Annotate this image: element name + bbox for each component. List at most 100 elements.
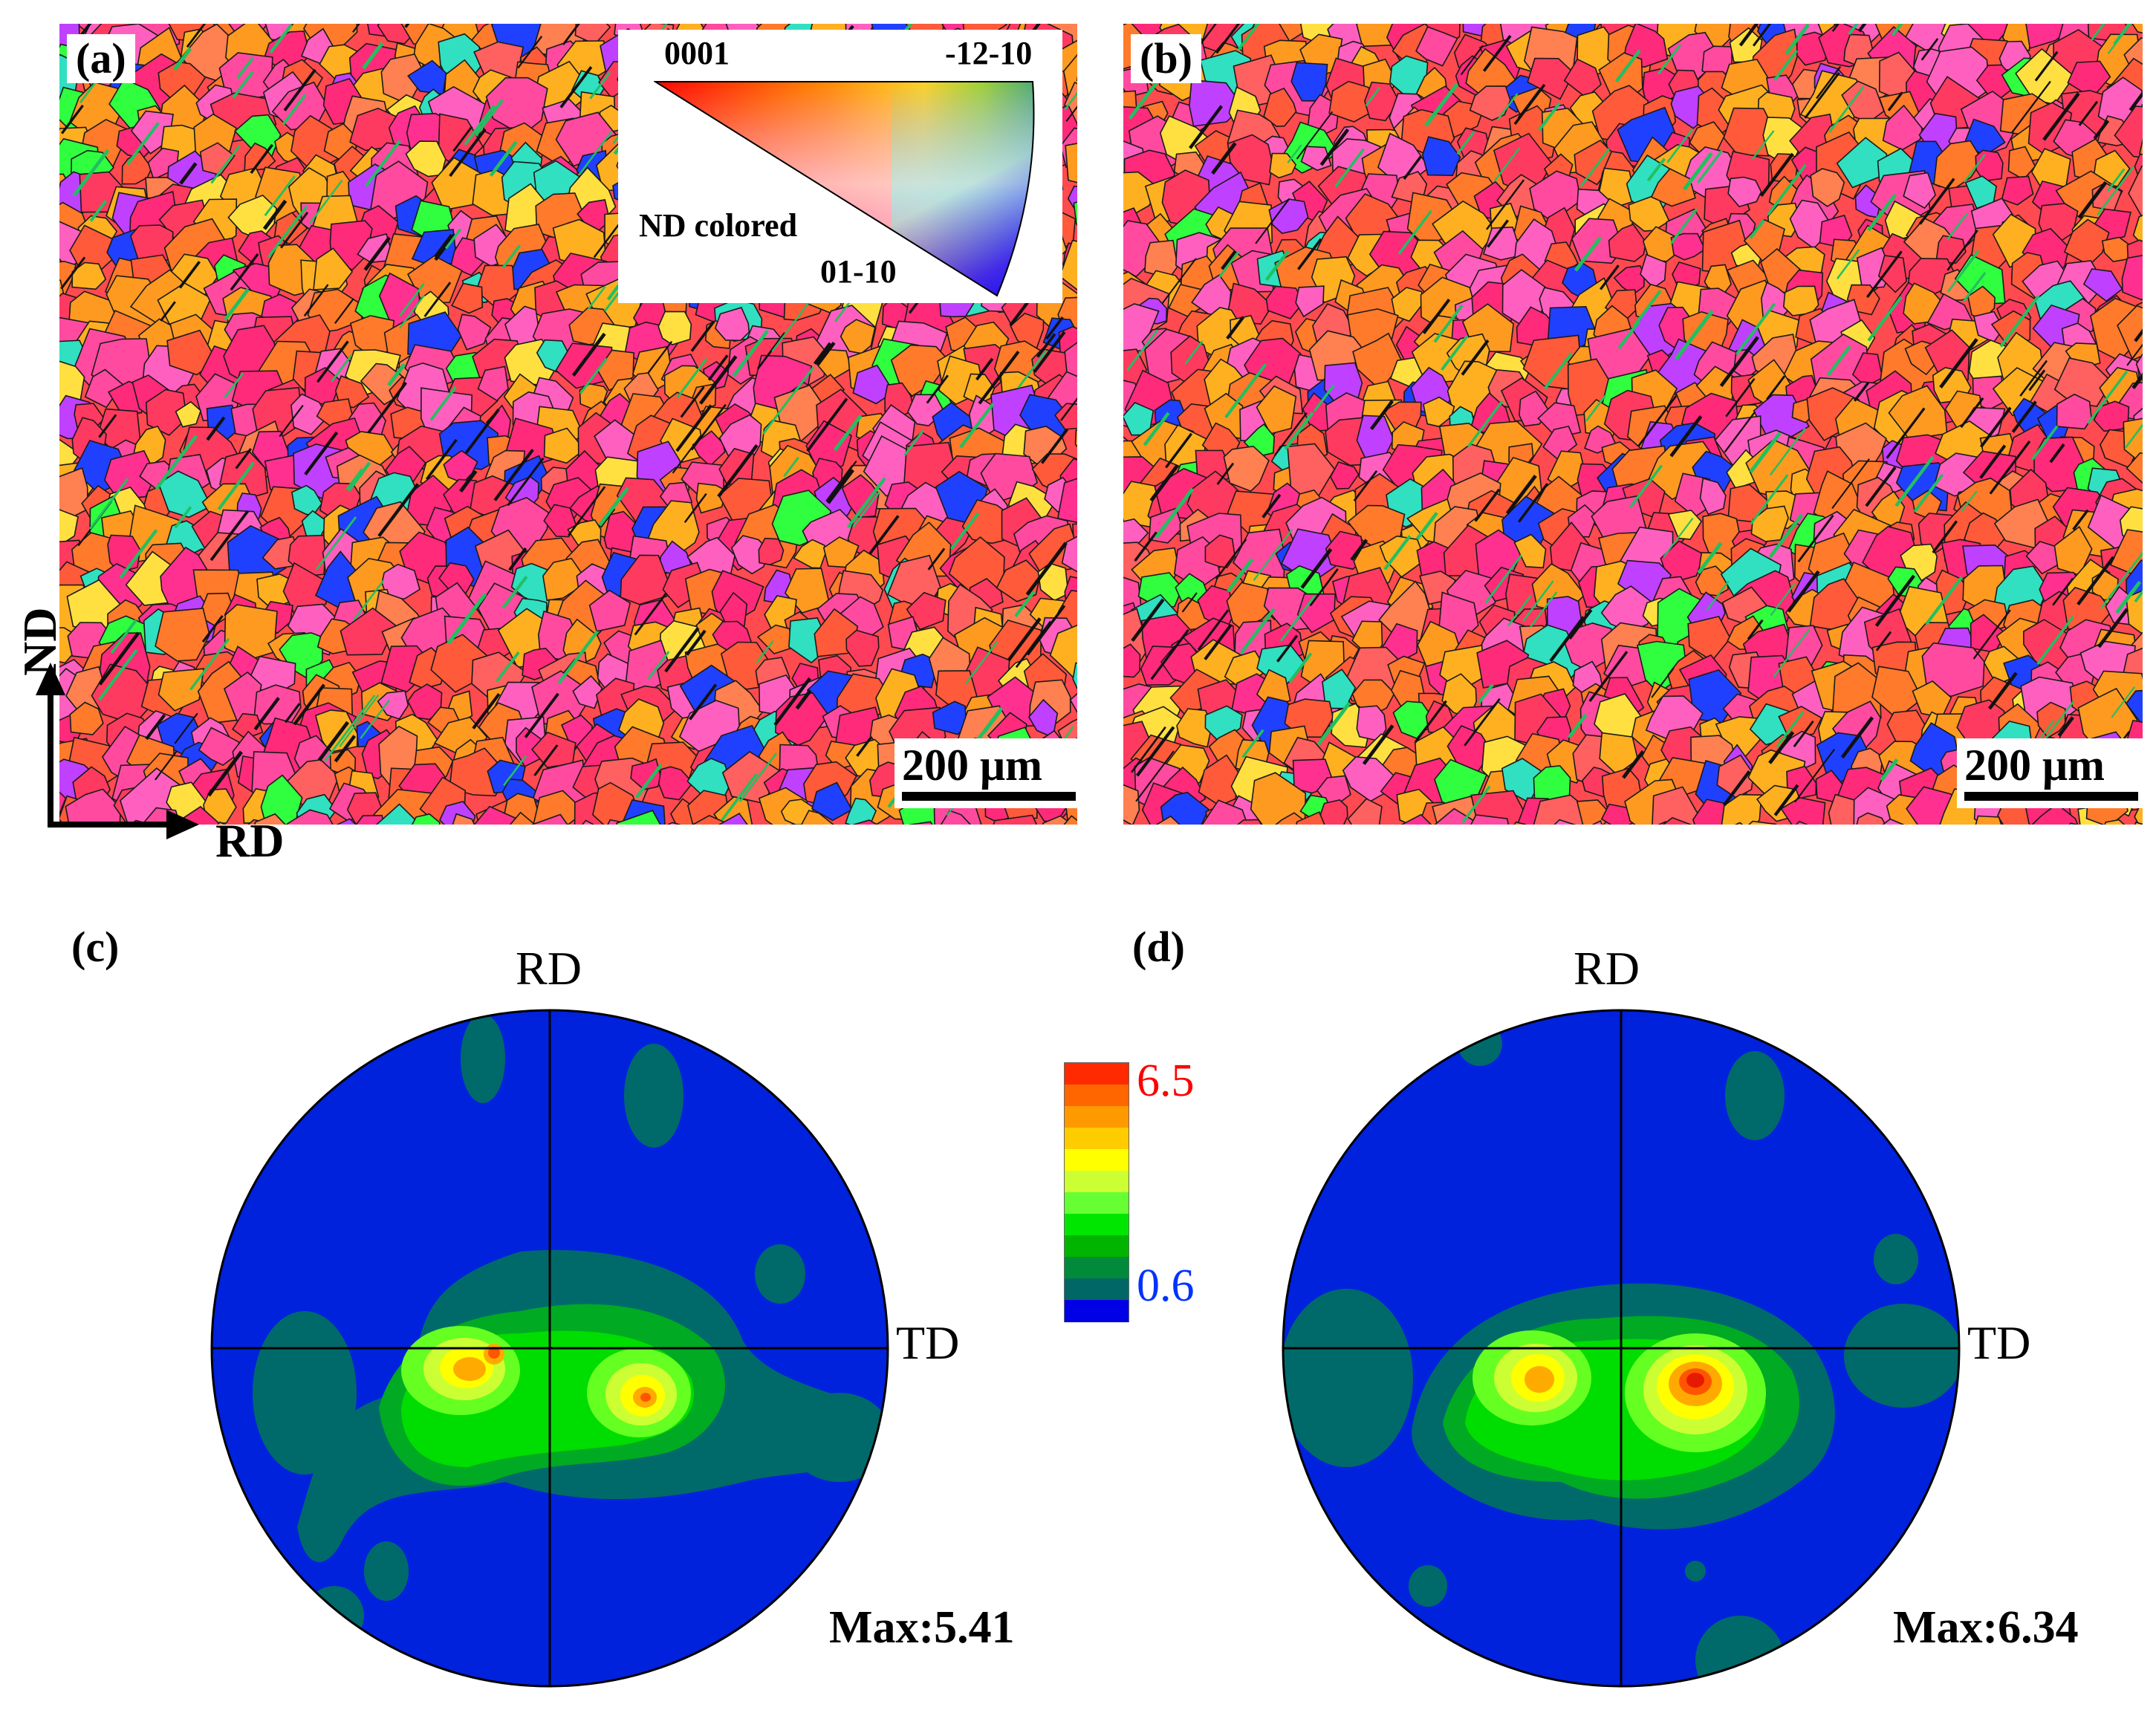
twin-lamella (2134, 328, 2143, 342)
grain (2082, 268, 2123, 302)
twin-lamella (110, 619, 137, 654)
twin-lamella (1155, 487, 1195, 539)
twin-lamella (2019, 360, 2048, 397)
twin-lamella (155, 750, 178, 781)
twin-lamella (1670, 208, 1698, 244)
twin-lamella (444, 228, 462, 250)
grain (175, 400, 202, 428)
grain (407, 59, 447, 95)
grain (1189, 79, 1244, 127)
twin-lamella (201, 614, 224, 643)
twin-lamella (2030, 425, 2059, 461)
twin-lamella (1493, 147, 1521, 182)
grain (1670, 233, 1706, 261)
twin-lamella (1874, 574, 1916, 627)
twin-lamella (1793, 720, 1814, 747)
twin-lamella (698, 355, 738, 405)
grain (313, 247, 354, 290)
twin-lamella (447, 593, 487, 645)
grain (906, 591, 947, 631)
grain (1734, 822, 1744, 825)
twin-lamella (269, 24, 293, 54)
twin-lamella (1657, 44, 1682, 75)
grain (1074, 429, 1077, 448)
twin-lamella (353, 579, 385, 621)
twin-lamella (1369, 400, 1394, 430)
twin-lamella (1568, 608, 1593, 640)
twin-lamella (1181, 592, 1198, 613)
twin-lamella (1797, 514, 1834, 563)
twin-lamella (1241, 729, 1264, 758)
twin-lamella (1414, 700, 1447, 744)
colorbar-level (1065, 1235, 1129, 1258)
grain (1527, 57, 1575, 100)
twin-lamella (1383, 535, 1412, 570)
twin-lamella (172, 47, 192, 71)
grain (1513, 533, 1547, 569)
twin-lamella (293, 683, 325, 726)
twin-lamella (507, 457, 545, 507)
twin-lamella (1629, 464, 1663, 509)
grain (530, 813, 568, 825)
twin-lamella (1747, 619, 1764, 640)
grain (1604, 289, 1638, 323)
twin-lamella (2113, 24, 2131, 45)
grain (1226, 582, 1271, 630)
grain (355, 814, 386, 825)
twin-lamella (1831, 24, 1840, 32)
twin-lamella (1749, 432, 1782, 474)
twin-lamella (1946, 212, 1968, 241)
twin-lamella (1663, 517, 1694, 558)
twin-lamella (1033, 331, 1066, 373)
grain (203, 788, 237, 824)
grain (224, 604, 278, 660)
grain (1854, 184, 1881, 218)
twin-lamella (868, 515, 900, 555)
twin-lamella (1826, 345, 1851, 377)
twin-lamella (1848, 24, 1859, 36)
twin-lamella (1486, 179, 1525, 230)
twin-lamella (279, 405, 304, 438)
twin-lamella (207, 750, 243, 797)
twin-lamella (634, 593, 667, 636)
grain (1667, 510, 1703, 540)
twin-lamella (1065, 105, 1077, 123)
grain (1699, 477, 1727, 516)
twin-lamella (160, 301, 176, 322)
grain (1042, 815, 1074, 825)
twin-lamella (89, 200, 108, 222)
grain (254, 813, 287, 825)
grain (232, 712, 264, 740)
grain (1441, 673, 1478, 719)
twin-lamella (593, 220, 623, 259)
grain (1223, 445, 1270, 492)
twin-lamella (267, 205, 308, 259)
twin-lamella (634, 763, 663, 799)
twin-lamella (1750, 474, 1789, 525)
twin-lamella (352, 24, 360, 33)
twin-lamella (308, 179, 343, 224)
grain (1650, 168, 1696, 207)
twin-lamella (1853, 382, 1870, 402)
twin-lamella (684, 492, 707, 523)
twin-lamella (1284, 412, 1314, 450)
rd-axis-label: RD (215, 814, 285, 867)
grain (290, 393, 328, 435)
twin-lamella (1017, 349, 1048, 389)
twin-lamella (1722, 770, 1751, 807)
twin-lamella (1461, 339, 1490, 376)
scale-bar-line-b (1964, 792, 2138, 801)
twin-lamella (1773, 628, 1811, 677)
twin-lamella (1752, 24, 1772, 47)
twin-lamella (1441, 335, 1469, 371)
grain (1204, 705, 1243, 744)
twin-lamella (1735, 302, 1776, 356)
twin-lamella (1060, 397, 1077, 421)
ipf-legend-top-left: 0001 (664, 35, 730, 71)
grain (71, 261, 107, 290)
twin-lamella (1026, 605, 1066, 656)
twin-lamella (1045, 316, 1064, 340)
twin-lamella (88, 478, 129, 530)
twin-lamella (126, 122, 160, 166)
grain (1347, 798, 1383, 825)
